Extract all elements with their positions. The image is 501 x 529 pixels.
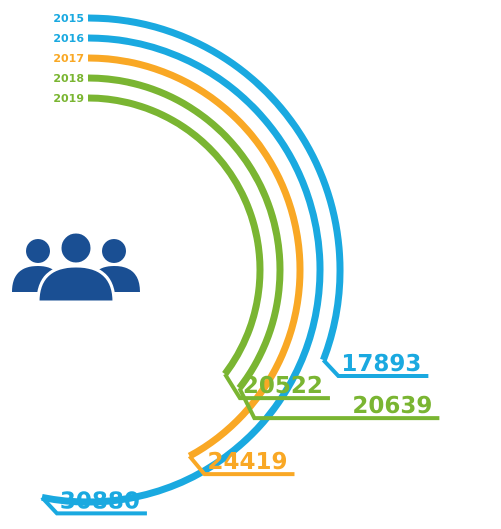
value-label: 17893 bbox=[341, 351, 421, 377]
value-label: 30880 bbox=[60, 488, 140, 514]
people-icon bbox=[12, 230, 140, 304]
value-label: 24419 bbox=[207, 449, 287, 475]
arc-bar bbox=[87, 74, 284, 391]
year-label: 2019 bbox=[53, 92, 84, 105]
year-label: 2018 bbox=[53, 72, 84, 85]
leader-line bbox=[321, 358, 429, 379]
leader-line bbox=[40, 496, 147, 516]
year-label: 2017 bbox=[53, 52, 84, 65]
arc-bar bbox=[87, 94, 264, 377]
arc-bar bbox=[87, 14, 344, 362]
value-label: 20522 bbox=[243, 373, 323, 399]
year-label: 2015 bbox=[53, 12, 84, 25]
arc-bar bbox=[41, 34, 324, 506]
arc-bar bbox=[87, 54, 304, 460]
leader-line bbox=[187, 454, 295, 477]
year-label: 2016 bbox=[53, 32, 84, 45]
value-label: 20639 bbox=[352, 393, 432, 419]
leader-line bbox=[223, 373, 330, 401]
